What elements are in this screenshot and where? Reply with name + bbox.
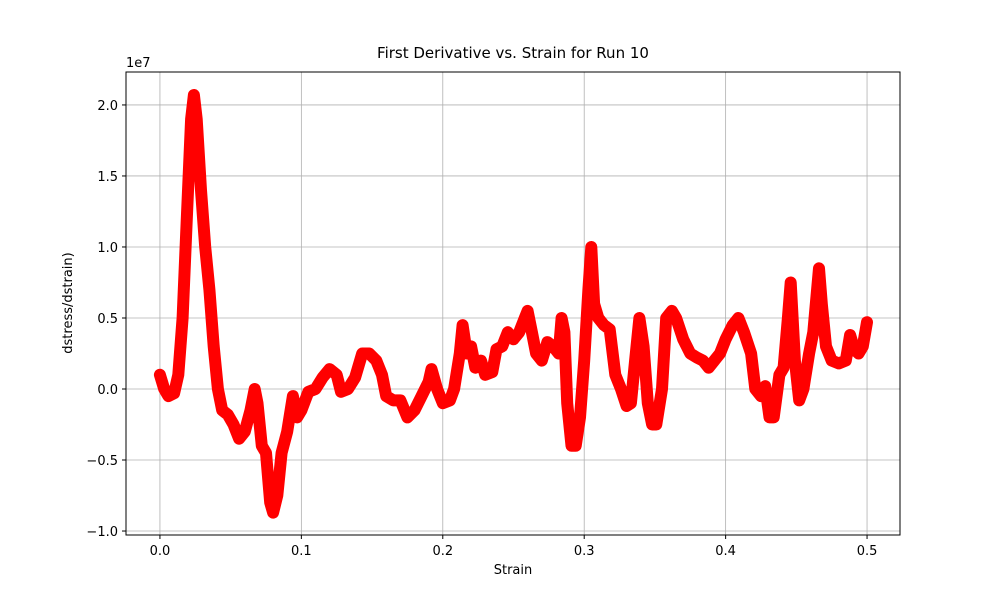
chart-title: First Derivative vs. Strain for Run 10 [377,44,649,62]
y-tick-label: 2.0 [97,99,118,114]
x-tick-label: 0.4 [715,544,736,559]
x-axis-label: Strain [494,563,533,578]
y-offset-label: 1e7 [126,56,151,71]
x-tick-label: 0.0 [150,544,171,559]
y-tick-label: −1.0 [86,525,118,540]
plot-frame [125,71,901,536]
y-tick-label: 1.0 [97,241,118,256]
y-tick-label: 1.5 [97,170,118,185]
y-tick-label: −0.5 [86,454,118,469]
x-tick-label: 0.2 [432,544,453,559]
y-tick-label: 0.5 [97,312,118,327]
y-tick-label: 0.0 [97,383,118,398]
x-tick-label: 0.3 [574,544,595,559]
data-line [153,89,873,519]
x-tick-label: 0.5 [857,544,878,559]
y-axis-label: dstress/dstrain) [61,252,76,353]
x-tick-label: 0.1 [291,544,312,559]
